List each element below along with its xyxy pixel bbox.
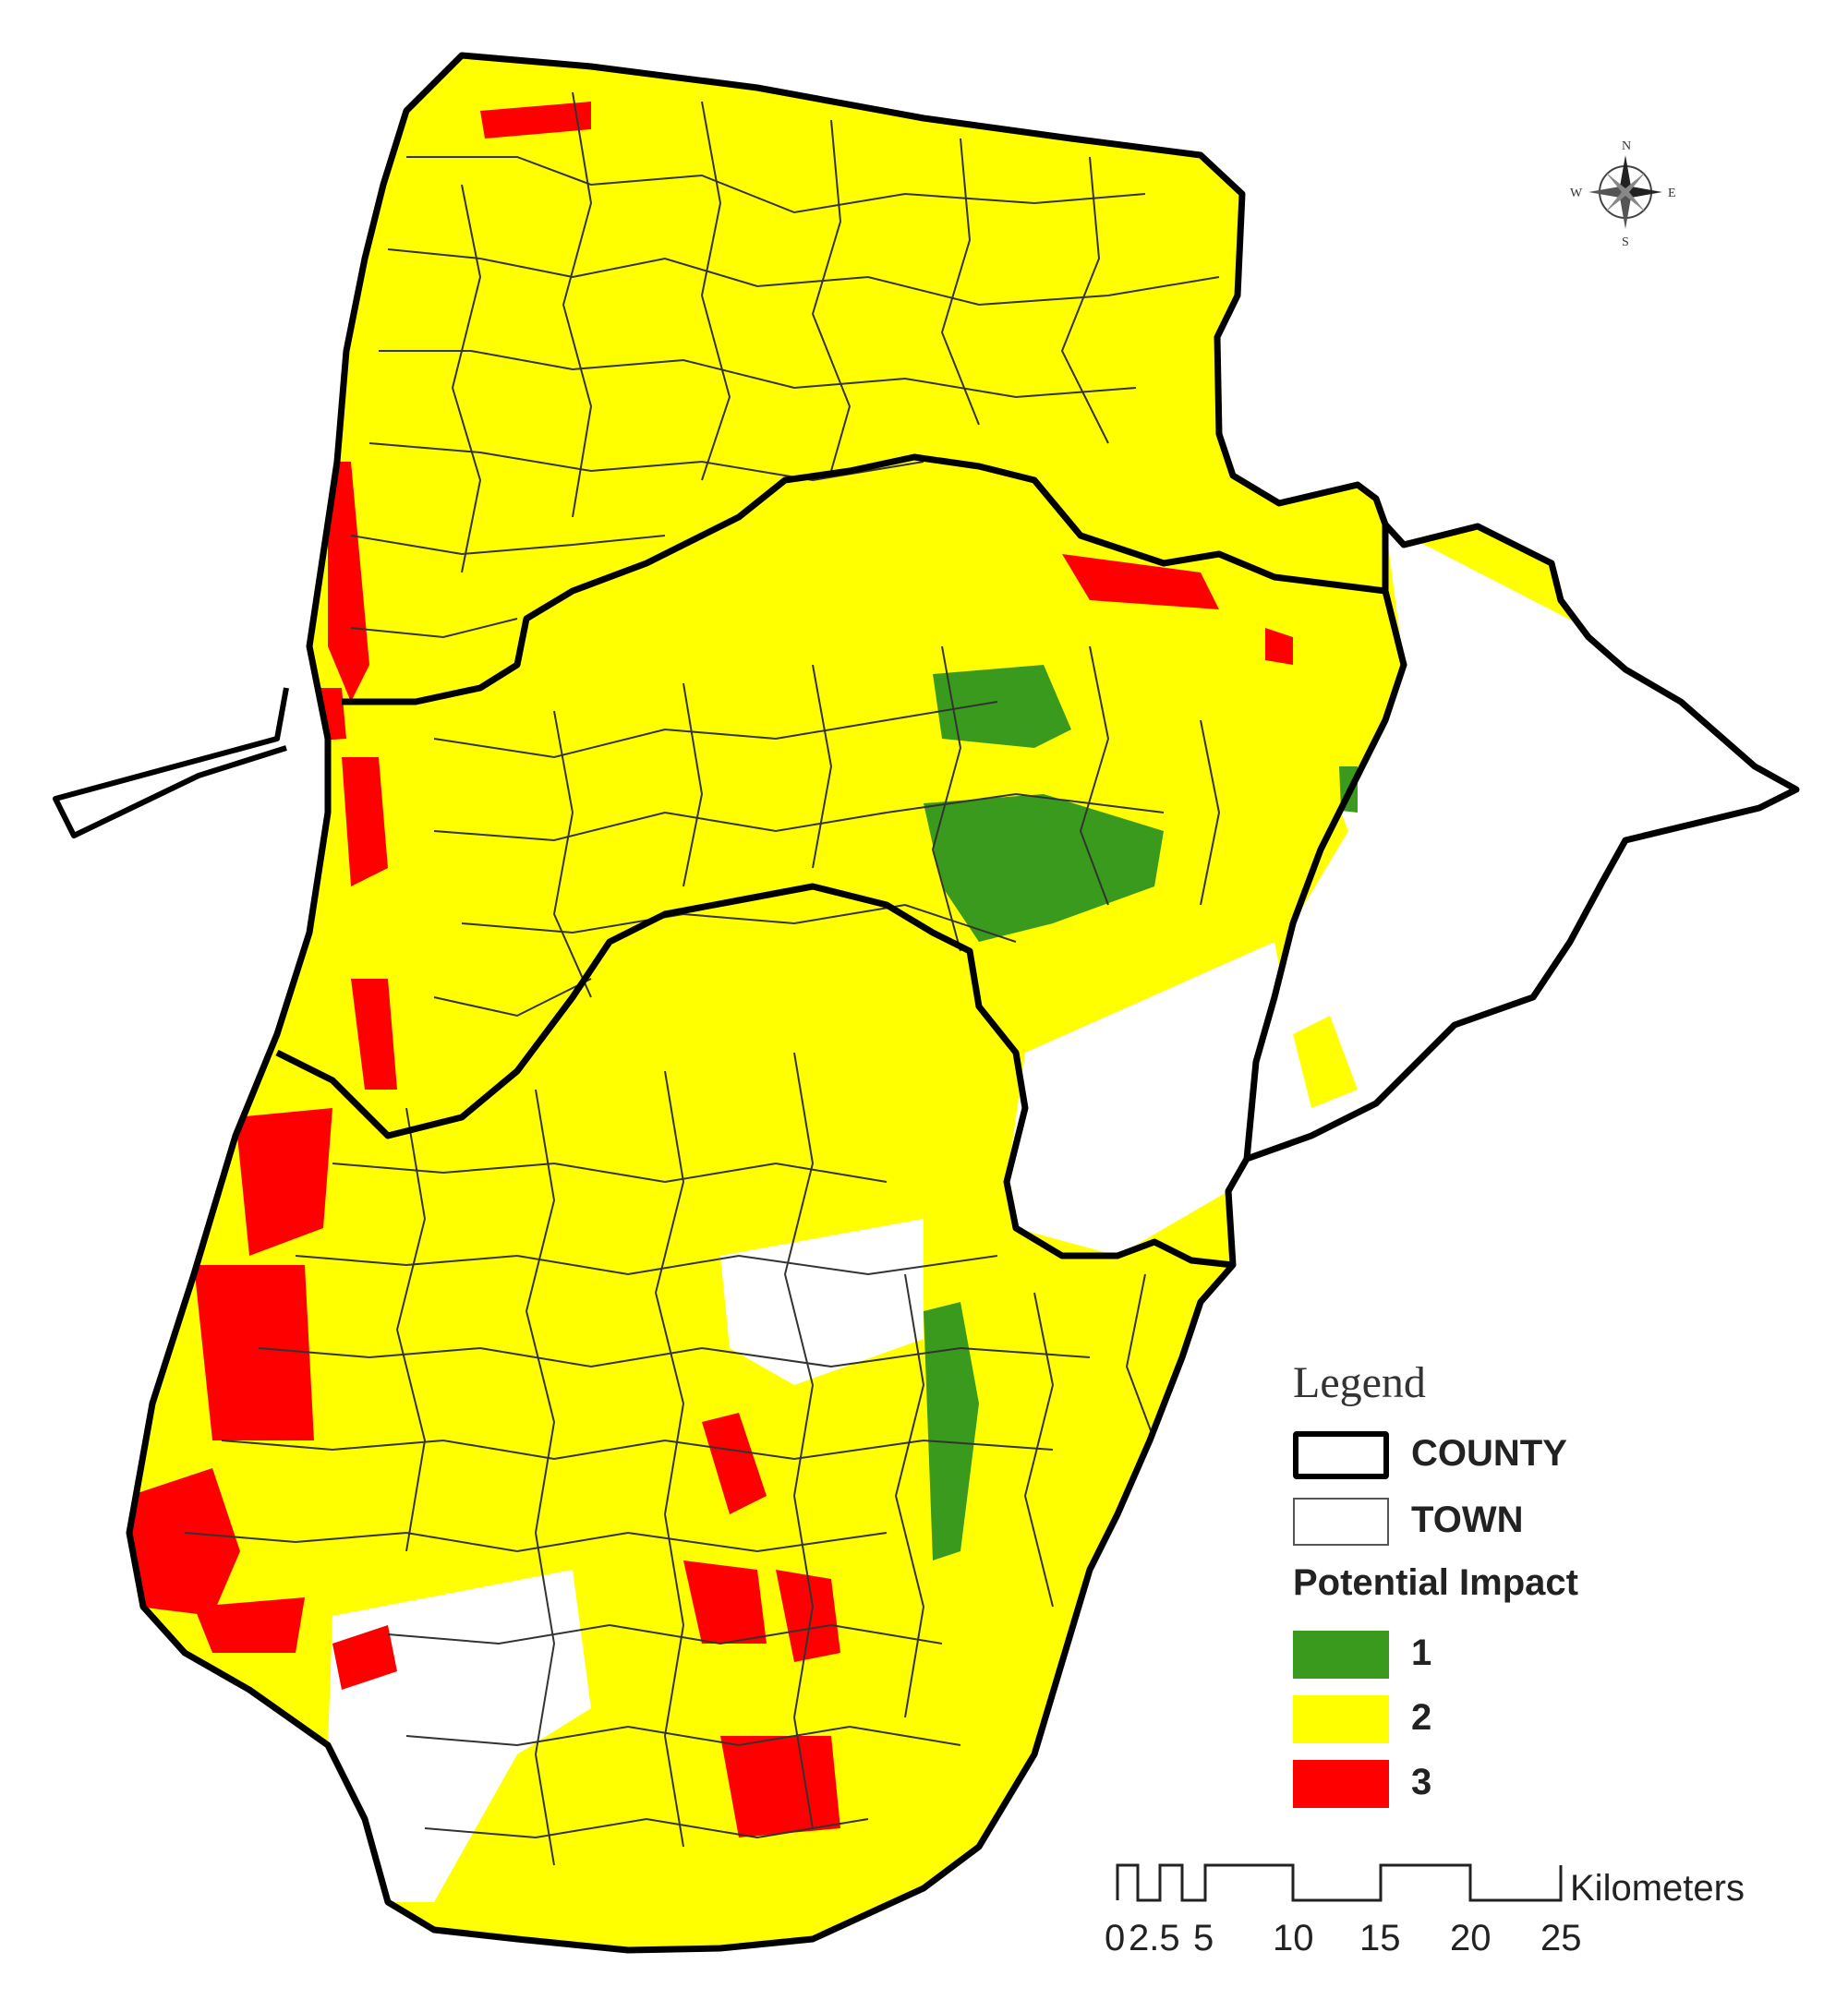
town-boundary-line	[461, 903, 1017, 943]
legend-title: Legend	[1293, 1358, 1426, 1407]
scale-bar: 0 2.5 5 10 15 20 25 Kilometers	[1105, 1863, 1745, 1958]
impact-3-swatch	[1293, 1760, 1389, 1808]
impact-3-area	[194, 1265, 314, 1440]
impact-3-area	[1062, 554, 1219, 609]
town-boundary-line	[1079, 645, 1110, 906]
impact-3-area	[194, 1597, 305, 1653]
town-boundary-line	[552, 710, 592, 998]
town-boundary-line	[931, 645, 962, 952]
town-boundary-line	[387, 248, 1220, 307]
town-boundary-line	[1023, 1292, 1055, 1608]
impact-3-area	[702, 1413, 767, 1514]
scale-label-5: 5	[1193, 1918, 1214, 1958]
coast-islands	[53, 687, 289, 838]
town-boundary-line	[433, 978, 592, 1018]
legend-class-3-label: 3	[1411, 1762, 1432, 1802]
compass-west-label: W	[1570, 187, 1583, 200]
town-boundary-line	[350, 535, 666, 556]
scale-label-15: 15	[1359, 1918, 1401, 1958]
town-boundary-line	[433, 792, 1165, 842]
county-boundaries	[53, 52, 1800, 1954]
impact-3-area	[720, 1736, 840, 1837]
impact-3-area	[328, 462, 369, 702]
town-boundary-line	[562, 91, 593, 518]
impact-2-area	[1293, 1016, 1358, 1108]
town-boundary-line	[295, 1254, 998, 1276]
impact-3-area	[332, 1625, 397, 1690]
town-boundary-line	[424, 1817, 869, 1839]
town-boundary-line	[350, 618, 518, 639]
impact-3-area	[351, 979, 397, 1090]
impact-3-area	[776, 1570, 840, 1662]
town-boundary-line	[395, 1107, 427, 1552]
town-boundary-line	[405, 1725, 961, 1747]
town-boundary-line	[379, 350, 1137, 399]
town-boundary-line	[783, 1052, 815, 1829]
legend-class-1-label: 1	[1411, 1633, 1432, 1673]
town-swatch	[1293, 1498, 1389, 1546]
compass-north-label: N	[1622, 139, 1631, 153]
town-boundaries	[184, 91, 1221, 1866]
town-boundary-line	[700, 101, 731, 481]
town-boundary-line	[451, 184, 482, 573]
unclassified-area	[328, 1570, 591, 1902]
town-boundary-line	[184, 1531, 888, 1553]
compass-east-label: E	[1668, 187, 1676, 200]
town-boundary-line	[682, 682, 704, 887]
town-boundary-line	[654, 1070, 685, 1848]
scale-label-25: 25	[1540, 1918, 1582, 1958]
impact-1-area	[924, 794, 1164, 942]
town-boundary-line	[1060, 156, 1109, 444]
map-legend: Legend COUNTY TOWN Potential Impact 1 2 …	[1293, 1357, 1681, 1837]
scale-label-2-5: 2.5	[1129, 1918, 1180, 1958]
impact-3-area	[342, 757, 388, 886]
town-boundary-line	[1125, 1273, 1155, 1441]
scale-label-10: 10	[1273, 1918, 1314, 1958]
legend-county-label: COUNTY	[1411, 1433, 1567, 1474]
scale-label-0: 0	[1105, 1918, 1125, 1958]
county-border-north	[342, 453, 1386, 705]
town-boundary-line	[1200, 719, 1221, 906]
county-border-south	[275, 883, 1234, 1269]
town-boundary-line	[368, 442, 924, 482]
town-boundary-line	[387, 1623, 943, 1645]
impact-1-area	[924, 1302, 979, 1560]
county-outline	[126, 52, 1800, 1954]
town-boundary-line	[940, 138, 980, 426]
impact-1-swatch	[1293, 1631, 1389, 1679]
county-swatch	[1293, 1431, 1389, 1479]
town-boundary-line	[221, 1439, 1054, 1461]
town-boundary-line	[811, 119, 852, 472]
scale-label-20: 20	[1450, 1918, 1492, 1958]
town-boundary-line	[433, 701, 998, 759]
town-boundary-line	[894, 1273, 925, 1718]
legend-town-label: TOWN	[1411, 1500, 1524, 1540]
legend-class-2-label: 2	[1411, 1697, 1432, 1738]
legend-impact-title: Potential Impact	[1293, 1562, 1578, 1603]
impact-3-area	[129, 1468, 240, 1616]
impact-2-swatch	[1293, 1695, 1389, 1743]
impact-3-area	[1265, 628, 1293, 665]
town-boundary-line	[258, 1346, 1091, 1368]
scale-unit-label: Kilometers	[1570, 1868, 1745, 1909]
impact-1-area	[933, 665, 1071, 748]
scale-bar-line	[1116, 1863, 1563, 1902]
impact-3-area	[236, 1108, 332, 1256]
town-boundary-line	[406, 156, 1146, 214]
impact-3-area	[683, 1560, 767, 1644]
compass-rose-icon: N S E W	[1570, 139, 1676, 249]
town-boundary-line	[525, 1089, 556, 1866]
compass-south-label: S	[1622, 235, 1629, 249]
town-boundary-line	[812, 664, 833, 869]
impact-3-area	[480, 102, 591, 139]
county-border-east	[1243, 524, 1407, 1160]
town-boundary-line	[332, 1162, 888, 1184]
